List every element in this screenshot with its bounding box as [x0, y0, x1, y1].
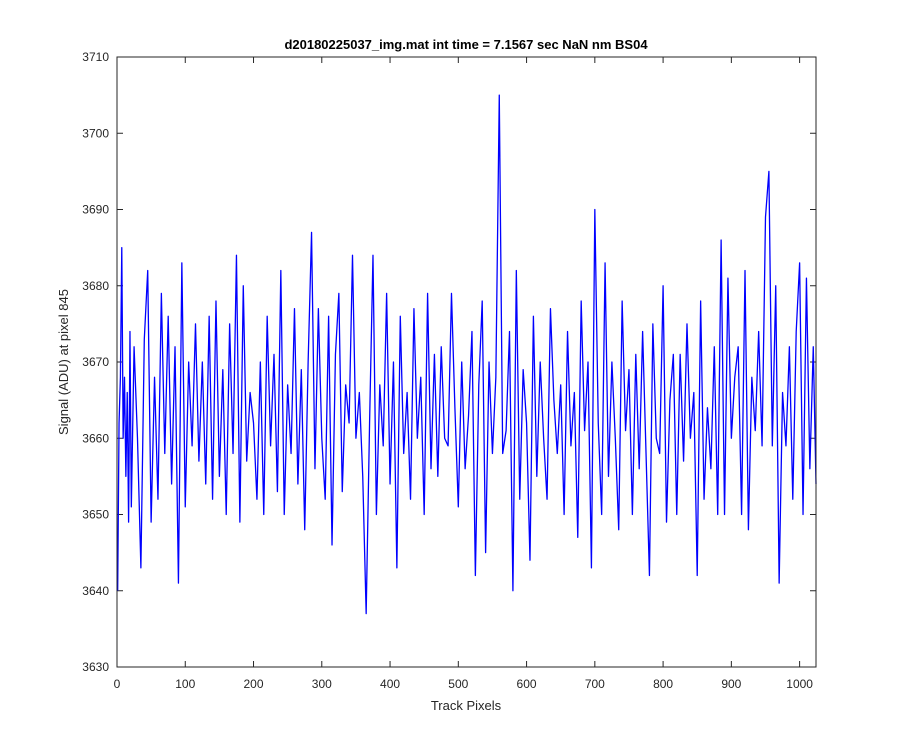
y-tick-label: 3710 — [82, 50, 109, 64]
x-tick-label: 900 — [721, 677, 741, 691]
x-axis-label: Track Pixels — [431, 698, 502, 713]
y-axis: 3630 3640 3650 3660 3670 3680 3690 3700 3710 — [82, 50, 816, 674]
series-line-0 — [117, 94, 817, 615]
y-tick-label: 3630 — [82, 660, 109, 674]
x-tick-label: 800 — [653, 677, 673, 691]
plot-frame — [116, 56, 817, 668]
x-tick-label: 500 — [448, 677, 468, 691]
y-tick-label: 3690 — [82, 203, 109, 217]
y-axis-label: Signal (ADU) at pixel 845 — [56, 289, 71, 435]
x-tick-label: 600 — [517, 677, 537, 691]
x-axis: 0 100 200 300 400 500 600 700 800 900 1000 — [114, 57, 813, 691]
y-tick-label: 3670 — [82, 355, 109, 369]
x-tick-label: 200 — [244, 677, 264, 691]
series-layer — [117, 94, 817, 615]
y-tick-label: 3650 — [82, 508, 109, 522]
y-tick-label: 3700 — [82, 126, 109, 140]
plot-area — [117, 57, 816, 667]
x-tick-label: 1000 — [786, 677, 813, 691]
x-tick-label: 400 — [380, 677, 400, 691]
y-tick-label: 3660 — [82, 431, 109, 445]
x-tick-label: 300 — [312, 677, 332, 691]
x-tick-label: 700 — [585, 677, 605, 691]
x-tick-label: 0 — [114, 677, 121, 691]
y-tick-label: 3680 — [82, 279, 109, 293]
x-tick-label: 100 — [175, 677, 195, 691]
chart-title: d20180225037_img.mat int time = 7.1567 s… — [284, 37, 648, 52]
y-tick-label: 3640 — [82, 584, 109, 598]
